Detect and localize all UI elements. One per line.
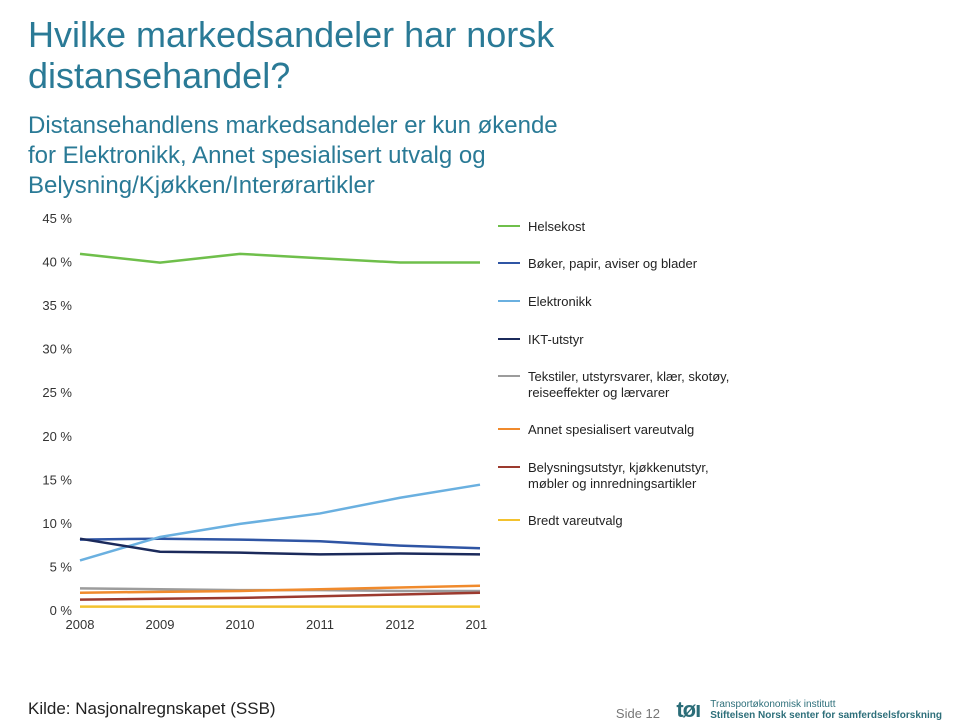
legend-swatch [498,428,520,430]
svg-text:10 %: 10 % [42,516,72,531]
svg-text:30 %: 30 % [42,341,72,356]
legend-label: Bredt vareutvalg [528,513,623,529]
legend-swatch [498,262,520,264]
svg-text:25 %: 25 % [42,385,72,400]
subtitle-line-1: Distansehandlens markedsandeler er kun ø… [28,112,558,139]
legend-label: Tekstiler, utstyrsvarer, klær, skotøy, r… [528,369,748,400]
toi-logo: tøı [676,697,700,723]
legend-item-belysning: Belysningsutstyr, kjøkkenutstyr, møbler … [498,460,748,491]
svg-text:2009: 2009 [146,617,175,632]
legend-label: Annet spesialisert vareutvalg [528,422,694,438]
legend-swatch [498,300,520,302]
title-line-1: Hvilke markedsandeler har norsk [28,14,554,55]
footer-logo: tøı Transportøkonomisk institutt Stiftel… [676,697,942,723]
subtitle: Distansehandlens markedsandeler er kun ø… [28,111,932,201]
logo-subtitle: Transportøkonomisk institutt Stiftelsen … [710,699,942,721]
svg-text:2013: 2013 [466,617,488,632]
svg-text:0 %: 0 % [50,603,73,618]
legend-label: Helsekost [528,219,585,235]
legend-label: IKT-utstyr [528,332,584,348]
chart-legend: Helsekost Bøker, papir, aviser og blader E… [498,211,748,646]
legend-item-ikt: IKT-utstyr [498,332,748,348]
svg-text:20 %: 20 % [42,429,72,444]
legend-swatch [498,466,520,468]
svg-text:2010: 2010 [226,617,255,632]
svg-text:15 %: 15 % [42,472,72,487]
svg-text:35 %: 35 % [42,298,72,313]
legend-item-annet: Annet spesialisert vareutvalg [498,422,748,438]
legend-item-boker: Bøker, papir, aviser og blader [498,256,748,272]
title-line-2: distansehandel? [28,55,290,96]
legend-swatch [498,375,520,377]
svg-text:45 %: 45 % [42,211,72,226]
page-title: Hvilke markedsandeler har norsk distanse… [28,14,932,97]
legend-item-helsekost: Helsekost [498,219,748,235]
chart-svg: 0 % 5 % 10 % 15 % 20 % 25 % 30 % 35 % 40 % 45 % 20… [28,211,488,641]
legend-label: Elektronikk [528,294,592,310]
source-label: Kilde: Nasjonalregnskapet (SSB) [28,699,276,719]
series-belysning [80,592,480,599]
legend-label: Bøker, papir, aviser og blader [528,256,697,272]
svg-text:2011: 2011 [306,617,334,632]
subtitle-line-3: Belysning/Kjøkken/Interørartikler [28,172,375,199]
legend-swatch [498,519,520,521]
legend-swatch [498,225,520,227]
legend-item-bredt: Bredt vareutvalg [498,513,748,529]
svg-text:2008: 2008 [66,617,95,632]
svg-text:5 %: 5 % [50,559,73,574]
legend-label: Belysningsutstyr, kjøkkenutstyr, møbler … [528,460,748,491]
subtitle-line-2: for Elektronikk, Annet spesialisert utva… [28,142,486,169]
legend-swatch [498,338,520,340]
series-helsekost [80,254,480,263]
page-number: Side 12 [616,706,660,721]
legend-item-tekstiler: Tekstiler, utstyrsvarer, klær, skotøy, r… [498,369,748,400]
svg-text:2012: 2012 [386,617,415,632]
svg-text:40 %: 40 % [42,254,72,269]
line-chart: 0 % 5 % 10 % 15 % 20 % 25 % 30 % 35 % 40 % 45 % 20… [28,211,488,646]
legend-item-elektronikk: Elektronikk [498,294,748,310]
